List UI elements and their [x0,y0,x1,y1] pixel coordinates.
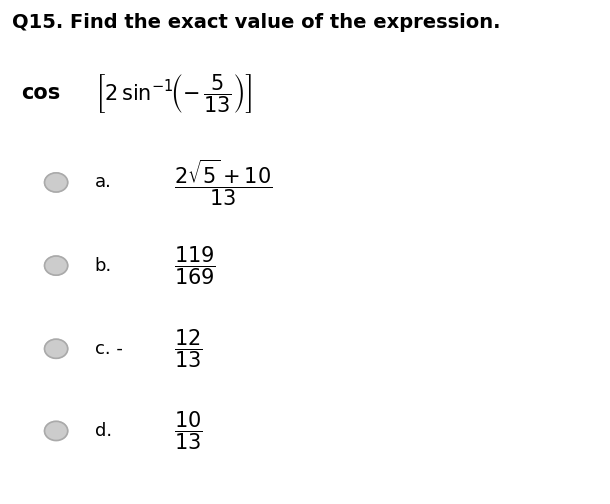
Text: $\left[2\,\mathrm{sin}^{-1}\!\left(-\,\dfrac{5}{13}\right)\right]$: $\left[2\,\mathrm{sin}^{-1}\!\left(-\,\d… [95,72,252,115]
Circle shape [45,256,68,275]
Text: b.: b. [95,257,112,275]
Text: a.: a. [95,173,112,192]
Text: c. -: c. - [95,340,123,358]
Text: $\dfrac{10}{13}$: $\dfrac{10}{13}$ [174,410,203,452]
Text: cos: cos [21,83,60,103]
Text: d.: d. [95,422,112,440]
Circle shape [45,421,68,440]
Text: Q15. Find the exact value of the expression.: Q15. Find the exact value of the express… [12,13,501,32]
Circle shape [45,173,68,192]
Text: $\dfrac{119}{169}$: $\dfrac{119}{169}$ [174,244,216,287]
Circle shape [45,339,68,358]
Text: $\dfrac{12}{13}$: $\dfrac{12}{13}$ [174,328,203,370]
Text: $\dfrac{2\sqrt{5}+10}{13}$: $\dfrac{2\sqrt{5}+10}{13}$ [174,157,272,208]
